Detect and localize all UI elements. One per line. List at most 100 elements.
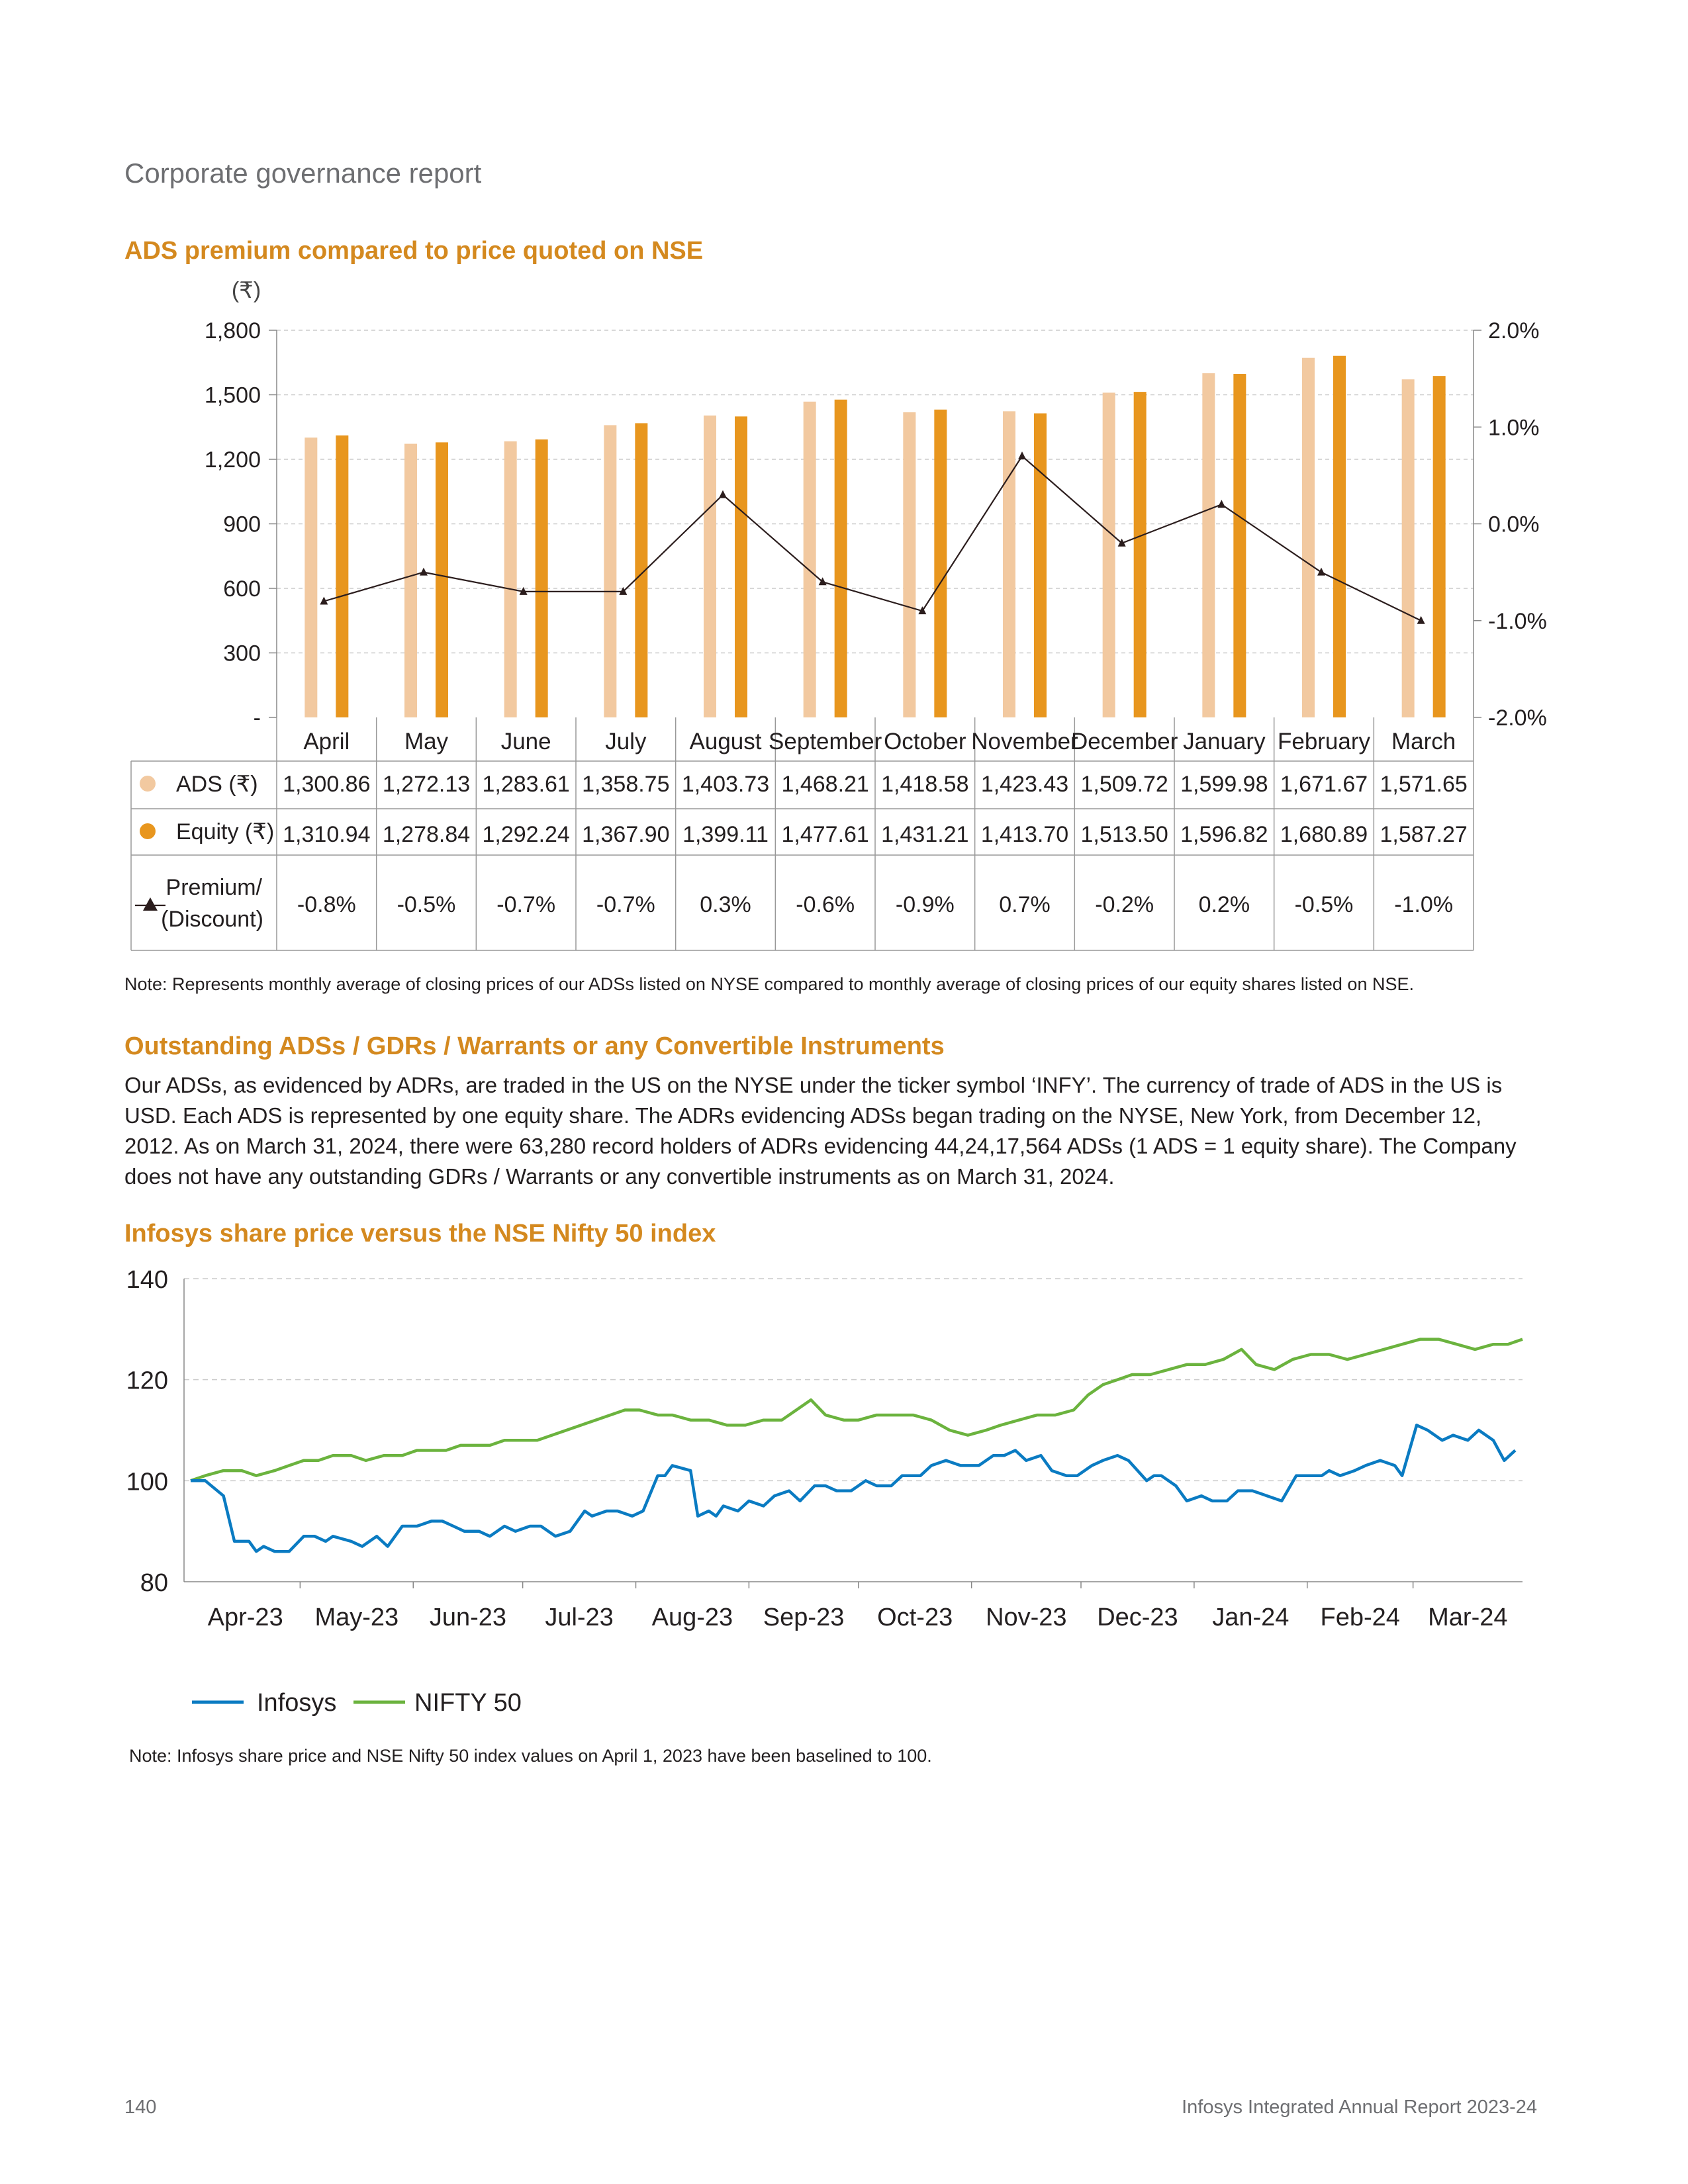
y-tick-label: 100 bbox=[126, 1468, 168, 1496]
premium-point bbox=[519, 586, 528, 595]
y-tick-label: 80 bbox=[140, 1569, 168, 1597]
equity-value: 1,587.27 bbox=[1380, 822, 1467, 847]
equity-value: 1,513.50 bbox=[1080, 822, 1168, 847]
x-tick-label: Dec-23 bbox=[1097, 1604, 1178, 1631]
equity-bar bbox=[1133, 392, 1147, 717]
y-tick-label: 140 bbox=[126, 1266, 168, 1294]
x-tick-label: Sep-23 bbox=[763, 1604, 845, 1631]
left-tick-label: 900 bbox=[223, 512, 261, 537]
equity-bar bbox=[1034, 413, 1047, 717]
premium-value: -0.8% bbox=[297, 892, 356, 917]
equity-value: 1,278.84 bbox=[383, 822, 470, 847]
ads-value: 1,300.86 bbox=[283, 772, 370, 797]
ads-value: 1,509.72 bbox=[1080, 772, 1168, 797]
left-tick-label: 1,500 bbox=[205, 383, 261, 408]
ads-value: 1,403.73 bbox=[682, 772, 769, 797]
premium-value: 0.3% bbox=[700, 892, 751, 917]
ads-value: 1,671.67 bbox=[1280, 772, 1368, 797]
equity-bar bbox=[934, 409, 947, 717]
premium-row-label-2: (Discount) bbox=[161, 907, 263, 932]
equity-bar bbox=[1432, 376, 1446, 717]
ads-value: 1,468.21 bbox=[781, 772, 868, 797]
section2-body: Our ADSs, as evidenced by ADRs, are trad… bbox=[124, 1073, 1517, 1189]
equity-value: 1,310.94 bbox=[283, 822, 370, 847]
equity-bar bbox=[1333, 355, 1346, 717]
running-header: Corporate governance report bbox=[124, 158, 482, 189]
ads-legend-swatch bbox=[140, 776, 156, 792]
premium-value: 0.7% bbox=[999, 892, 1051, 917]
category-label: December bbox=[1071, 729, 1178, 754]
chart2-title: Infosys share price versus the NSE Nifty… bbox=[124, 1220, 716, 1248]
right-tick-label: 1.0% bbox=[1488, 415, 1540, 440]
premium-point bbox=[818, 577, 827, 586]
equity-legend-swatch bbox=[140, 823, 156, 839]
category-label: February bbox=[1278, 729, 1371, 754]
ads-value: 1,571.65 bbox=[1380, 772, 1467, 797]
left-axis-ticks: - 300 600 900 1,200 1,500 1,800 bbox=[205, 318, 277, 731]
chart2-note: Note: Infosys share price and NSE Nifty … bbox=[129, 1746, 932, 1766]
equity-value: 1,477.61 bbox=[781, 822, 868, 847]
category-label: May bbox=[404, 729, 449, 754]
right-axis-ticks: -2.0% -1.0% 0.0% 1.0% 2.0% bbox=[1474, 318, 1547, 731]
premium-line bbox=[320, 451, 1425, 624]
x-tick-label: Nov-23 bbox=[986, 1604, 1067, 1631]
premium-point bbox=[918, 606, 927, 615]
premium-value: -0.7% bbox=[496, 892, 555, 917]
bars bbox=[305, 355, 1446, 717]
left-tick-label: 300 bbox=[223, 641, 261, 666]
right-tick-label: 2.0% bbox=[1488, 318, 1540, 343]
category-label: March bbox=[1391, 729, 1456, 754]
premium-value: -0.9% bbox=[896, 892, 955, 917]
chart2-legend: Infosys NIFTY 50 bbox=[192, 1689, 522, 1717]
equity-bar bbox=[436, 442, 448, 717]
premium-legend-marker bbox=[143, 897, 158, 911]
category-label: January bbox=[1183, 729, 1266, 754]
premium-point bbox=[1117, 538, 1126, 547]
x-tick-label: Mar-24 bbox=[1428, 1604, 1507, 1631]
premium-point bbox=[1417, 615, 1425, 624]
premium-polyline bbox=[324, 455, 1422, 621]
ads-row-label: ADS (₹) bbox=[176, 772, 258, 797]
ads-bar bbox=[1401, 379, 1415, 717]
right-tick-label: -2.0% bbox=[1488, 705, 1547, 731]
nifty-legend-label: NIFTY 50 bbox=[414, 1689, 522, 1717]
chart2-y-ticks: 80 100 120 140 bbox=[126, 1266, 168, 1597]
equity-value: 1,596.82 bbox=[1180, 822, 1268, 847]
ads-bar bbox=[1102, 392, 1115, 717]
ads-bar bbox=[504, 441, 517, 717]
right-tick-label: -1.0% bbox=[1488, 609, 1547, 634]
x-tick-label: Apr-23 bbox=[208, 1604, 283, 1631]
premium-point bbox=[719, 490, 727, 498]
equity-bar bbox=[735, 416, 747, 717]
ads-bar bbox=[305, 437, 318, 717]
chart2-series bbox=[190, 1338, 1523, 1553]
premium-point bbox=[1217, 500, 1226, 508]
left-tick-label: 1,800 bbox=[205, 318, 261, 343]
equity-value: 1,399.11 bbox=[682, 822, 769, 847]
premium-point bbox=[320, 596, 328, 605]
ads-value: 1,358.75 bbox=[582, 772, 669, 797]
equity-row-label: Equity (₹) bbox=[176, 819, 274, 844]
category-label: November bbox=[971, 729, 1078, 754]
equity-bar bbox=[635, 423, 648, 717]
ads-bar bbox=[404, 443, 417, 717]
ads-bar bbox=[1302, 357, 1315, 717]
equity-value: 1,413.70 bbox=[981, 822, 1068, 847]
data-table: April 1,300.86 1,310.94 -0.8% May 1,272.13 1,2… bbox=[130, 717, 1474, 951]
ads-bar bbox=[903, 412, 916, 717]
category-label: April bbox=[303, 729, 350, 754]
premium-point bbox=[420, 567, 428, 576]
equity-bar bbox=[834, 399, 847, 717]
x-tick-label: Oct-23 bbox=[877, 1604, 953, 1631]
equity-value: 1,431.21 bbox=[881, 822, 968, 847]
left-tick-label: - bbox=[254, 705, 261, 731]
equity-value: 1,680.89 bbox=[1280, 822, 1368, 847]
nifty-line bbox=[190, 1338, 1523, 1482]
page-number: 140 bbox=[124, 2097, 157, 2118]
ads-bar bbox=[704, 415, 716, 717]
premium-value: -0.2% bbox=[1095, 892, 1154, 917]
premium-value: -1.0% bbox=[1394, 892, 1453, 917]
x-tick-label: Aug-23 bbox=[652, 1604, 733, 1631]
category-label: October bbox=[884, 729, 966, 754]
currency-label: (₹) bbox=[232, 278, 261, 303]
